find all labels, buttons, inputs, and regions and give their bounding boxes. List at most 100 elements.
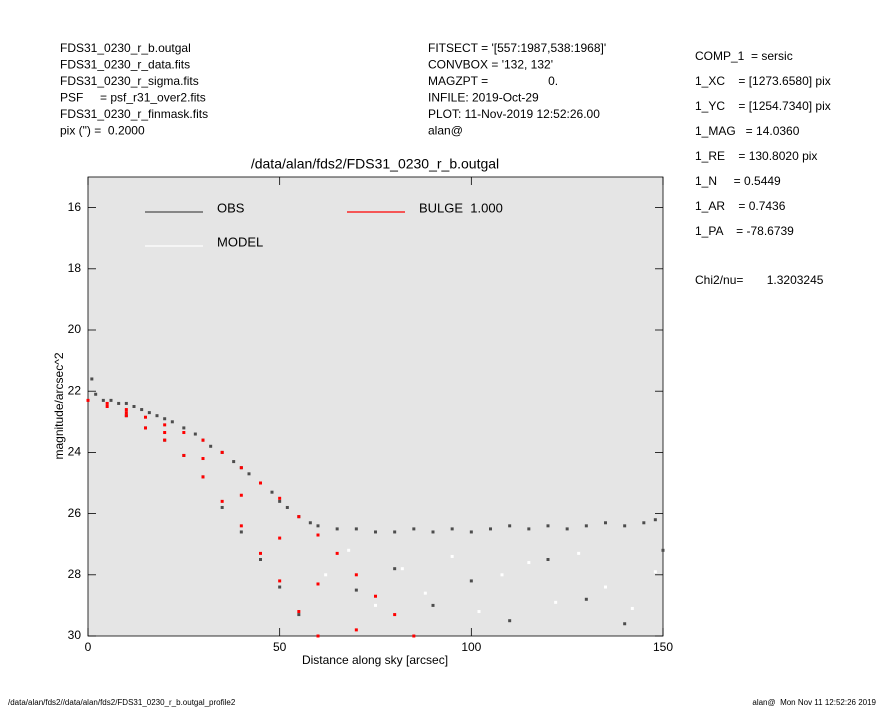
data-point [431,530,435,534]
header-left-line: FDS31_0230_r_data.fits [60,58,190,72]
data-point [469,530,473,534]
data-point [354,588,358,592]
data-point [354,527,358,531]
data-point [147,411,151,415]
data-point [239,493,243,497]
data-point [259,481,262,485]
fit-parameter: 1_N = 0.5449 [695,174,781,188]
data-point [144,415,147,419]
data-point [316,533,320,537]
data-point [163,431,167,435]
y-tick-label: 30 [68,628,82,642]
footer-left: /data/alan/fds2//data/alan/fds2/FDS31_02… [8,698,236,707]
header-left-line: FDS31_0230_r_sigma.fits [60,74,199,88]
header-left-line: FDS31_0230_r_b.outgal [60,41,191,55]
data-point [393,613,397,617]
data-point [259,551,262,555]
header-middle-line: PLOT: 11-Nov-2019 12:52:26.00 [428,107,600,121]
data-point [527,561,531,565]
data-point [124,414,128,418]
legend-label: BULGE 1.000 [419,200,503,215]
data-point [584,597,588,601]
data-point [201,457,205,461]
data-point [642,521,646,525]
data-point [105,405,109,408]
data-point [374,530,377,534]
data-point [554,600,558,604]
header-middle-line: alan@ [428,124,463,138]
data-point [335,551,339,555]
data-point [374,603,377,607]
data-point [86,398,90,402]
fit-parameter: 1_YC = [1254.7340] pix [695,99,831,113]
data-point [316,524,320,528]
data-point [347,548,351,552]
header-middle-line: INFILE: 2019-Oct-29 [428,91,539,105]
data-point [193,432,197,436]
data-point [220,505,224,509]
data-point [604,521,607,525]
data-point [285,505,289,509]
data-point [653,570,657,574]
header-middle-line: CONVBOX = '132, 132' [428,58,553,72]
y-tick-label: 26 [68,506,82,520]
data-point [297,613,301,617]
data-point [354,573,358,577]
data-point [239,524,243,528]
chi2-text: Chi2/nu= 1.3203245 [695,273,824,287]
chart-title: /data/alan/fds2/FDS31_0230_r_b.outgal [251,156,499,172]
header-left-line: FDS31_0230_r_finmask.fits [60,107,208,121]
fit-parameter: 1_RE = 130.8020 pix [695,149,817,163]
data-point [297,610,301,614]
data-point [393,530,397,534]
header-left-line: PSF = psf_r31_over2.fits [60,91,206,105]
data-point [630,606,634,610]
data-point [278,499,282,503]
data-point [105,401,109,405]
data-point [577,551,581,555]
y-tick-label: 18 [68,261,82,275]
data-point [124,401,128,405]
data-point [653,518,657,522]
data-point [278,579,282,583]
data-point [163,423,167,427]
data-point [527,527,531,531]
data-point [546,558,550,561]
y-axis-label: magnitude/arcsec^2 [52,352,66,459]
data-point [508,619,512,623]
data-point [278,585,282,589]
data-point [393,567,397,571]
data-point [584,524,588,528]
x-tick-label: 50 [273,640,287,654]
data-point [239,530,243,534]
data-point [163,417,167,421]
data-point [140,408,144,412]
fit-parameter: 1_AR = 0.7436 [695,199,786,213]
x-tick-label: 100 [461,640,481,654]
data-point [182,453,186,457]
data-point [477,610,481,614]
data-point [209,444,213,448]
data-point [450,527,454,531]
y-tick-label: 28 [68,567,82,581]
data-point [431,603,435,607]
data-point [335,527,339,531]
y-tick-label: 24 [68,445,82,459]
data-point [324,573,328,577]
data-point [412,634,416,638]
data-point [155,414,159,418]
data-point [604,585,607,589]
data-point [259,558,262,561]
data-point [109,398,113,402]
data-point [132,405,136,408]
data-point [374,594,377,598]
data-point [623,524,627,528]
fit-parameter: 1_MAG = 14.0360 [695,124,800,138]
fit-parameter: 1_PA = -78.6739 [695,224,794,238]
data-point [232,460,236,464]
data-point [220,499,224,503]
header-left-line: pix (") = 0.2000 [60,124,145,138]
fit-parameter: 1_XC = [1273.6580] pix [695,74,831,88]
data-point [661,548,665,552]
data-point [163,438,167,442]
